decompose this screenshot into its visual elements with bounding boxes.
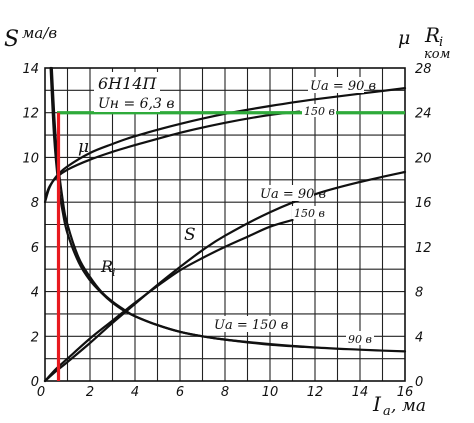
curve-annotations: Uа = 90 в 150 в μ Uа = 90 в 150 в S R i … [78,77,376,346]
x-tick-label: 8 [221,385,229,400]
ri-150v-label: Uа = 150 в [214,318,288,333]
heater-voltage: Uн = 6,3 в [98,96,175,112]
y-right-tick-label: 12 [415,241,432,256]
s-150v-label: 150 в [294,207,325,220]
s-curve-label: S [184,225,196,245]
y-left-tick-label: 8 [31,196,39,211]
x-label-unit: , ма [391,396,426,416]
y-right-axis-label: μ R i ком [398,23,450,62]
y-left-label-main: S [4,27,19,52]
y-right-tick-label: 0 [415,375,423,390]
x-tick-label: 6 [176,385,184,400]
plot-frame [44,67,406,382]
x-axis-label: I a , ма [372,392,426,419]
y-right-label-unit: ком [424,47,450,62]
x-tick-label: 10 [262,385,279,400]
y-right-tick-label: 8 [415,286,423,301]
y-left-tick-label: 4 [31,286,39,301]
y-right-mu-symbol: μ [398,27,410,49]
x-tick-label: 4 [131,385,139,400]
grid [45,68,405,381]
ri-90v-label: 90 в [348,333,372,346]
y-right-label-sub: i [439,35,443,50]
mu-90v-label: Uа = 90 в [310,79,376,94]
ri-90v-curve [50,66,407,353]
x-tick-label: 12 [307,385,324,400]
x-label-sub: a [383,404,391,419]
y-left-tick-label: 2 [31,330,39,345]
x-tick-label: 0 [37,385,45,400]
y-left-tick-label: 10 [22,151,39,166]
y-right-tick-label: 16 [415,196,432,211]
mu-150v-curve [45,110,301,197]
s-150v-curve [43,218,294,383]
y-right-tick-label: 28 [415,62,432,77]
x-label-main: I [372,392,382,416]
x-tick-label: 16 [397,385,414,400]
tube-info: 6Н14П Uн = 6,3 в [94,72,175,112]
x-tick-label: 2 [86,385,94,400]
y-left-tick-label: 12 [22,107,39,122]
ri-curve-label-sub: i [112,266,116,279]
ri-curve-label: R [100,257,113,276]
y-left-axis-label: S ма/в [4,24,57,52]
y-right-tick-label: 24 [415,107,432,122]
y-left-tick-label: 6 [31,241,39,256]
y-right-label-main: R [424,23,440,47]
y-left-label-unit: ма/в [22,24,57,42]
y-right-tick-label: 4 [415,330,423,345]
y-right-tick-label: 20 [415,151,432,166]
y-left-tick-label: 0 [31,375,39,390]
mu-curve-label: μ [78,137,89,157]
mu-150v-label: 150 в [304,105,335,118]
tube-name: 6Н14П [98,74,157,93]
x-tick-label: 14 [352,385,369,400]
s-90v-label: Uа = 90 в [260,187,326,202]
y-left-tick-label: 14 [22,62,39,77]
markers [56,111,405,381]
